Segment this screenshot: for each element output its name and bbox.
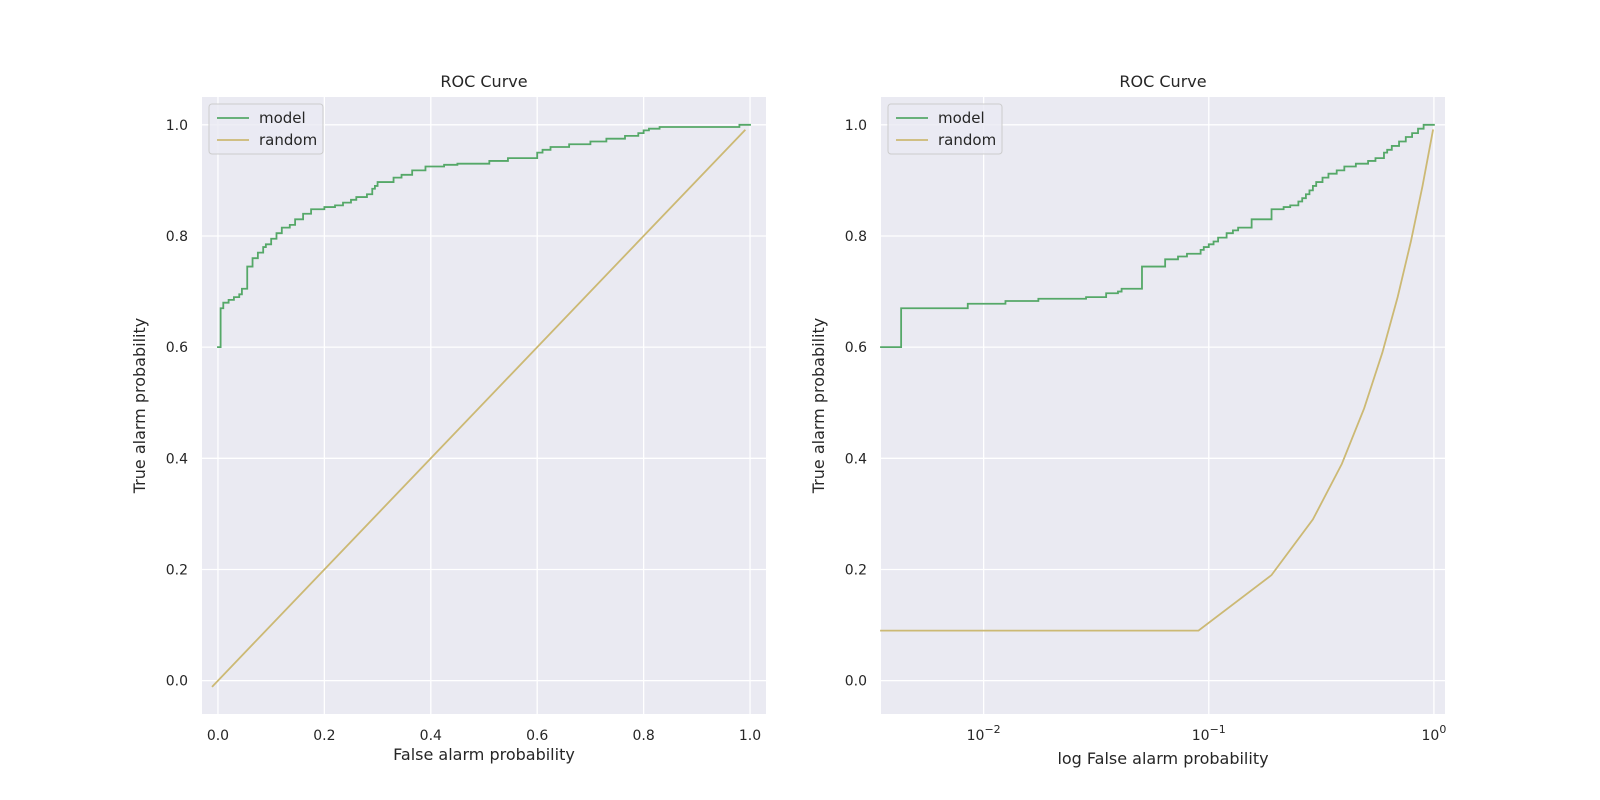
chart-1-legend: model random xyxy=(208,103,324,155)
chart-1-y-tick-label: 0.8 xyxy=(166,229,188,245)
chart-1-legend-model-label: model xyxy=(259,109,306,127)
chart-1-title: ROC Curve xyxy=(440,72,527,91)
chart-2-y-tick-label: 0.6 xyxy=(845,340,867,356)
chart-2-title: ROC Curve xyxy=(1119,72,1206,91)
chart-2-y-axis-label: True alarm probability xyxy=(809,318,828,494)
chart-2-y-tick-label: 1.0 xyxy=(845,118,867,134)
chart-2-y-tick-label: 0.2 xyxy=(845,562,867,578)
chart-1-y-tick-label: 0.6 xyxy=(166,340,188,356)
chart-2-plot-area xyxy=(881,97,1445,714)
chart-2-x-axis-label: log False alarm probability xyxy=(1057,749,1268,768)
chart-1-y-tick-label: 0.2 xyxy=(166,562,188,578)
chart-1-y-tick-label: 0.4 xyxy=(166,451,188,467)
chart-1-y-tick-label: 1.0 xyxy=(166,118,188,134)
chart-1-x-axis-label: False alarm probability xyxy=(393,745,575,764)
chart-1-x-tick-label: 0.2 xyxy=(313,728,335,744)
chart-1-series-random-line xyxy=(211,129,746,688)
chart-1: ROC Curve 0.0 0.2 0.4 0.6 0.8 1.0 0.0 0.2 0.4 0.6 0… xyxy=(130,72,766,764)
chart-2-series-random-line xyxy=(880,129,1434,632)
chart-2-x-tick-label: 10−2 xyxy=(967,723,1001,744)
chart-2-legend: model random xyxy=(887,103,1003,155)
chart-1-legend-box xyxy=(208,103,324,155)
chart-1-x-tick-label: 0.0 xyxy=(207,728,229,744)
chart-2-legend-box xyxy=(887,103,1003,155)
chart-2-y-tick-label: 0.0 xyxy=(845,674,867,690)
chart-1-plot-area xyxy=(202,97,766,714)
chart-2: ROC Curve 10−2 10−1 100 0.0 0.2 0.4 0.6 0.8 1.0 lo… xyxy=(809,72,1446,768)
chart-1-y-tick-label: 0.0 xyxy=(166,674,188,690)
chart-1-x-tick-label: 1.0 xyxy=(739,728,761,744)
chart-2-series-model-line xyxy=(880,123,1435,349)
chart-2-legend-random-label: random xyxy=(938,131,996,149)
chart-1-x-tick-label: 0.6 xyxy=(526,728,548,744)
chart-1-x-tick-label: 0.8 xyxy=(632,728,654,744)
chart-2-legend-model-label: model xyxy=(938,109,985,127)
chart-1-y-axis-label: True alarm probability xyxy=(130,318,149,494)
chart-2-x-tick-label: 100 xyxy=(1422,723,1447,744)
chart-2-y-tick-label: 0.4 xyxy=(845,451,867,467)
chart-2-x-tick-label: 10−1 xyxy=(1192,723,1226,744)
chart-1-legend-random-label: random xyxy=(259,131,317,149)
chart-2-y-tick-label: 0.8 xyxy=(845,229,867,245)
chart-1-series-model-line xyxy=(217,123,751,349)
chart-1-x-tick-label: 0.4 xyxy=(420,728,442,744)
